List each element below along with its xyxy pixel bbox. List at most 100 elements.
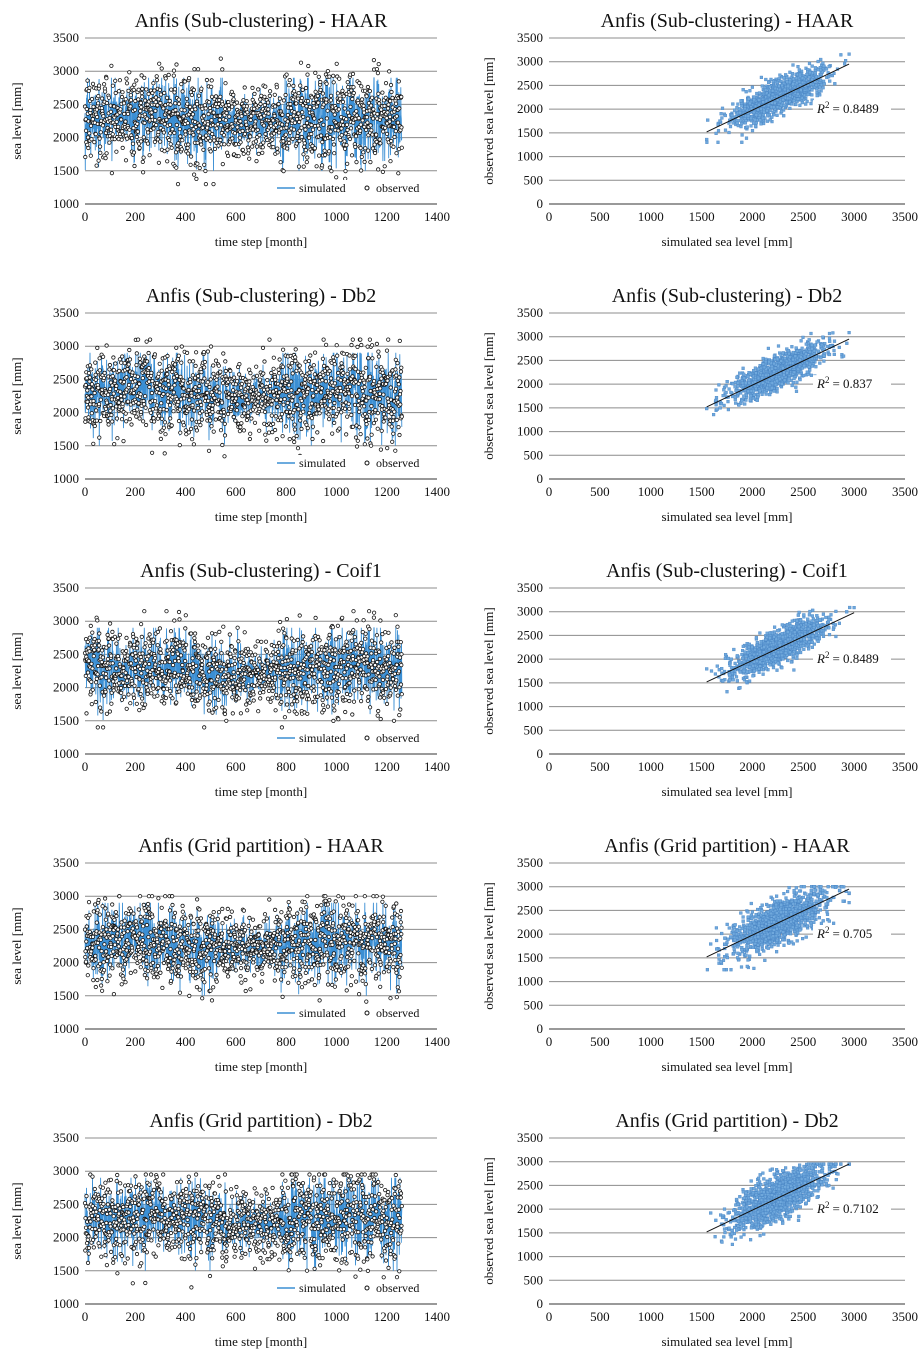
- observed-point: [203, 395, 208, 400]
- observed-point: [228, 368, 233, 373]
- observed-point: [393, 367, 398, 372]
- observed-point: [267, 383, 273, 389]
- observed-point: [269, 370, 274, 376]
- observed-point: [237, 428, 242, 434]
- observed-point: [174, 345, 179, 350]
- trendline: [706, 63, 850, 133]
- observed-point: [326, 149, 332, 154]
- x-tick-label: 1000: [638, 484, 664, 499]
- observed-point: [103, 89, 108, 94]
- observed-point: [86, 415, 91, 420]
- scatter-point: [752, 121, 756, 125]
- scatter-point: [706, 118, 710, 122]
- observed-point: [97, 401, 102, 407]
- observed-point: [143, 405, 148, 410]
- scatter-point: [791, 63, 795, 67]
- timeseries-panel-1: Anfis (Sub-clustering) - HAAR10001500200…: [9, 10, 450, 249]
- scatter-point: [786, 96, 790, 100]
- observed-point: [144, 339, 149, 344]
- legend-simulated-label: simulated: [299, 456, 346, 470]
- observed-point: [226, 153, 231, 158]
- observed-point: [361, 404, 367, 409]
- x-tick-label: 3000: [841, 209, 867, 224]
- observed-point: [298, 83, 303, 88]
- observed-point: [341, 370, 346, 375]
- observed-point: [180, 89, 185, 94]
- scatter-point: [764, 88, 768, 92]
- x-tick-label: 3500: [892, 484, 918, 499]
- scatter-point: [832, 339, 837, 343]
- observed-point: [377, 396, 382, 402]
- observed-point: [369, 128, 374, 133]
- observed-point: [262, 94, 267, 99]
- scatter-point: [754, 371, 758, 375]
- scatter-point: [731, 121, 735, 125]
- observed-point: [349, 412, 354, 417]
- y-tick-label: 1500: [517, 125, 543, 140]
- observed-point: [381, 419, 386, 424]
- observed-point: [177, 442, 182, 448]
- observed-point: [118, 107, 123, 112]
- observed-point: [220, 162, 225, 167]
- observed-point: [281, 98, 286, 103]
- observed-point: [166, 382, 171, 387]
- scatter-point: [810, 77, 814, 82]
- scatter-point: [756, 108, 760, 112]
- observed-point: [398, 369, 404, 374]
- observed-point: [375, 112, 380, 117]
- observed-point: [313, 89, 318, 94]
- observed-point: [293, 347, 298, 352]
- observed-point: [394, 151, 399, 156]
- observed-point: [211, 110, 216, 115]
- observed-point: [349, 342, 354, 348]
- observed-point: [114, 383, 119, 388]
- y-axis-label: sea level [mm]: [9, 82, 24, 159]
- observed-point: [172, 367, 177, 372]
- observed-point: [226, 102, 231, 108]
- scatter-point: [746, 114, 750, 118]
- scatter-point: [847, 52, 851, 56]
- observed-point: [367, 337, 372, 342]
- observed-point: [169, 145, 174, 150]
- observed-point: [374, 132, 379, 137]
- observed-point: [262, 359, 267, 364]
- observed-point: [265, 377, 270, 383]
- scatter-point: [799, 339, 803, 343]
- observed-point: [253, 119, 258, 124]
- x-tick-label: 2500: [790, 209, 816, 224]
- observed-point: [142, 75, 147, 80]
- observed-point: [315, 430, 320, 435]
- observed-point: [393, 357, 398, 362]
- observed-point: [358, 168, 364, 173]
- observed-point: [144, 422, 149, 428]
- observed-point: [86, 370, 92, 376]
- scatter-point: [790, 383, 794, 388]
- x-tick-label: 600: [226, 484, 246, 499]
- observed-point: [88, 123, 94, 128]
- scatter-point: [714, 131, 718, 135]
- observed-point: [93, 377, 98, 382]
- scatter-point: [722, 403, 726, 407]
- observed-point: [280, 112, 285, 117]
- observed-point: [250, 85, 255, 91]
- observed-point: [366, 355, 371, 361]
- observed-point: [286, 83, 291, 88]
- scatter-point: [800, 346, 804, 350]
- scatter-point: [744, 114, 748, 118]
- y-tick-label: 3000: [517, 329, 543, 344]
- observed-point: [362, 159, 367, 164]
- observed-point: [278, 160, 283, 165]
- observed-point: [152, 88, 157, 93]
- observed-point: [143, 393, 148, 399]
- observed-point: [290, 398, 295, 403]
- scatter-point: [719, 402, 724, 406]
- observed-point: [308, 405, 313, 410]
- scatter-point: [716, 140, 720, 144]
- observed-point: [396, 382, 401, 387]
- observed-point: [304, 160, 309, 165]
- legend-observed-label: observed: [376, 456, 419, 470]
- observed-point: [195, 405, 200, 411]
- scatter-point: [752, 95, 756, 99]
- observed-point: [190, 112, 195, 117]
- observed-point: [292, 89, 297, 94]
